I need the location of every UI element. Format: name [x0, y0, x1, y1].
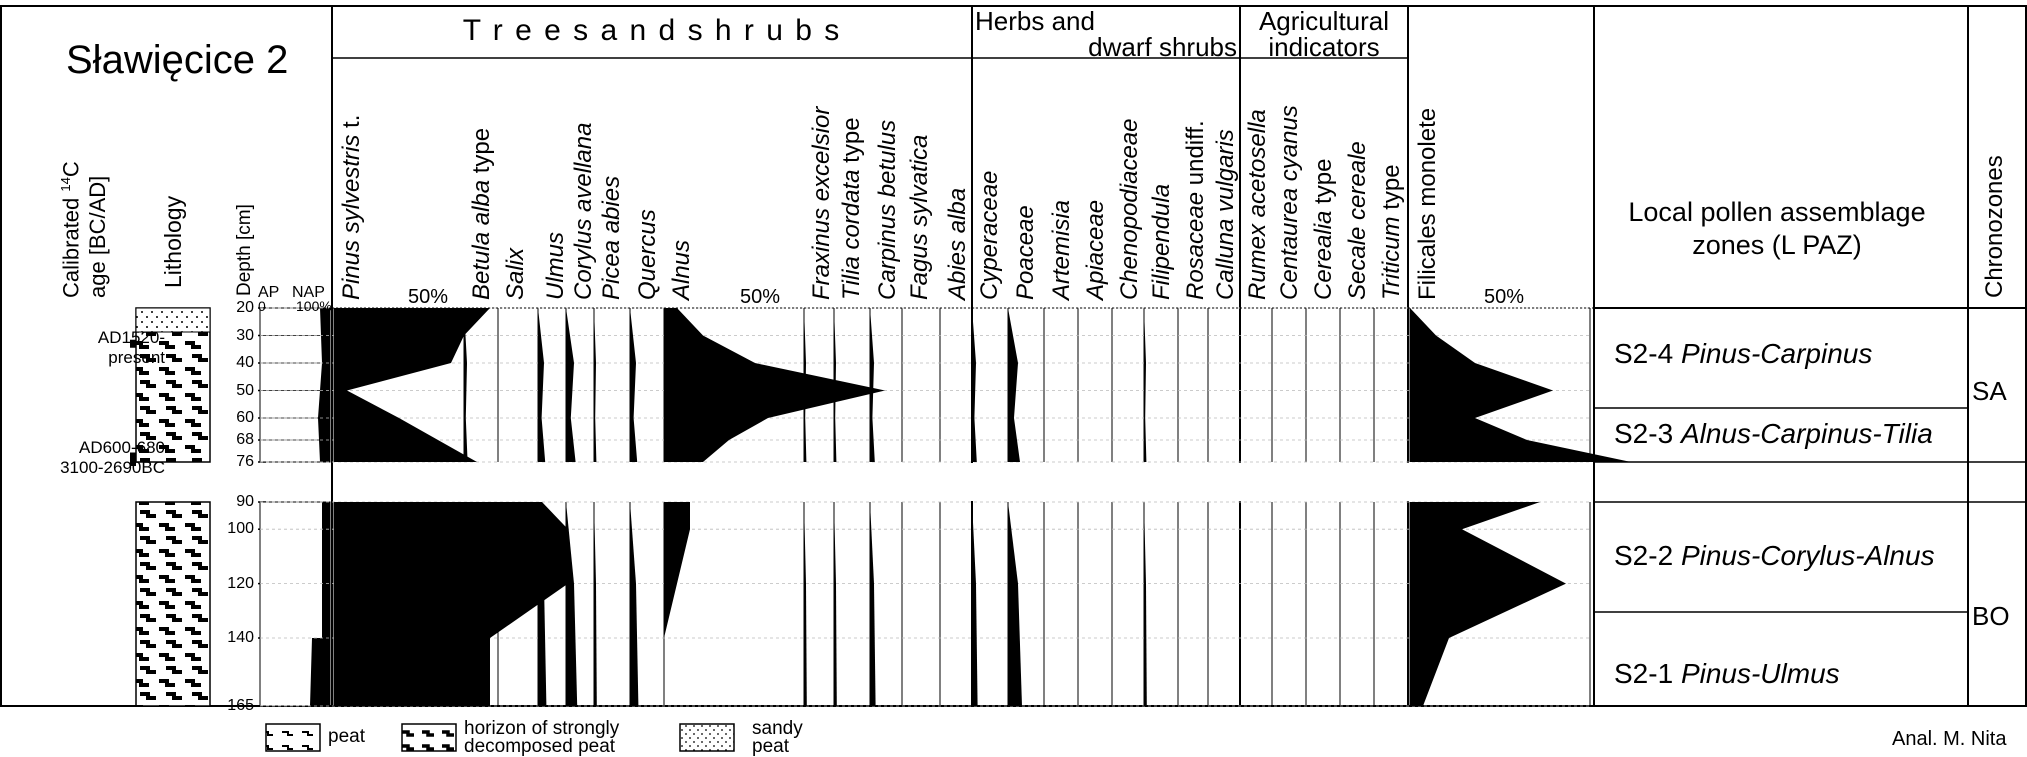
- calibrated-age-header: Calibrated 14C: [58, 161, 84, 298]
- zone-s2-4: S2-4 Pinus-Carpinus: [1614, 338, 1873, 369]
- depth-tick-120: 120: [227, 574, 254, 592]
- taxon-salix: Salix: [502, 247, 529, 300]
- taxon-centaurea: Centaurea cyanus: [1276, 105, 1303, 300]
- depth-tick-60: 60: [236, 409, 254, 426]
- ap-label: AP: [258, 284, 280, 301]
- nap-label: NAP: [292, 284, 325, 301]
- legend-horizon: horizon of strongly decomposed peat: [464, 718, 620, 757]
- taxon-artemisia: Artemisia: [1048, 199, 1075, 300]
- chronozones-header: Chronozones: [1981, 155, 2008, 298]
- taxon-apiaceae: Apiaceae: [1082, 199, 1109, 300]
- series-filicales-area: [1410, 502, 1566, 706]
- taxon-rosaceae: Rosaceae undiff.: [1182, 120, 1209, 300]
- taxon-chenopodiaceae: Chenopodiaceae: [1116, 118, 1143, 301]
- group-agricultural: Agricultural indicators: [1258, 6, 1390, 62]
- taxon-corylus: Corylus avellana: [570, 122, 597, 300]
- group-trees-shrubs: T r e e s a n d s h r u b s: [462, 14, 842, 47]
- zone-s2-2: S2-2 Pinus-Corylus-Alnus: [1614, 540, 1935, 571]
- series-alnus-area: [664, 502, 690, 706]
- date-1: AD1520- present: [97, 328, 165, 367]
- pinus-50-percent: 50%: [408, 286, 449, 308]
- legend-peat: peat: [328, 726, 365, 747]
- taxon-quercus: Quercus: [634, 209, 661, 300]
- author-credit: Anal. M. Nita: [1892, 728, 2007, 750]
- taxon-triticum: Triticum type: [1378, 164, 1405, 300]
- taxon-betula: Betula alba type: [468, 127, 495, 300]
- taxon-fagus: Fagus sylvatica: [906, 134, 933, 300]
- depth-tick-100: 100: [227, 520, 254, 538]
- ap-nap-100: 100%: [296, 298, 332, 314]
- calibrated-age-unit: age [BC/AD]: [85, 175, 110, 298]
- taxon-cerealia: Cerealia type: [1310, 158, 1337, 300]
- depth-tick-90: 90: [236, 493, 254, 510]
- ap-nap-zero: 0: [258, 298, 266, 314]
- depth-tick-40: 40: [236, 354, 254, 371]
- series-alnus-area: [664, 308, 885, 462]
- series-pinus-area: [334, 308, 490, 462]
- taxon-poaceae: Poaceae: [1012, 205, 1039, 300]
- chronozone-bo: BO: [1972, 601, 2010, 631]
- zone-s2-3: S2-3 Alnus-Carpinus-Tilia: [1614, 418, 1933, 449]
- alnus-50-percent: 50%: [740, 286, 781, 308]
- taxon-fraxinus: Fraxinus excelsior: [808, 106, 835, 300]
- zone-s2-1: S2-1 Pinus-Ulmus: [1614, 658, 1840, 689]
- taxon-abies: Abies alba: [944, 187, 971, 300]
- taxon-calluna: Calluna vulgaris: [1212, 129, 1239, 300]
- depth-tick-20: 20: [236, 299, 254, 316]
- depth-tick-140: 140: [227, 629, 254, 646]
- lpaz-header: Local pollen assemblage zones (L PAZ): [1628, 197, 1926, 260]
- depth-tick-30: 30: [236, 326, 254, 344]
- depth-tick-76: 76: [236, 453, 254, 470]
- taxon-ulmus: Ulmus: [542, 231, 569, 300]
- lithology-header: Lithology: [160, 195, 186, 288]
- taxon-filipendula: Filipendula: [1148, 183, 1175, 300]
- taxon-tilia: Tilia cordata type: [838, 117, 865, 300]
- taxon-filicales: Filicales monolete: [1414, 107, 1441, 300]
- taxon-pinus: Pinus sylvestris t.: [338, 114, 365, 300]
- series-filicales-area: [1410, 308, 1631, 462]
- date-3: 3100-2690BC: [60, 458, 165, 477]
- series-pinus-area: [334, 502, 568, 706]
- taxon-secale: Secale cereale: [1344, 141, 1371, 300]
- taxon-cyperaceae: Cyperaceae: [976, 170, 1003, 300]
- depth-tick-50: 50: [236, 381, 254, 399]
- taxon-rumex: Rumex acetosella: [1244, 109, 1271, 300]
- site-title: Sławięcice 2: [66, 38, 289, 82]
- depth-header: Depth [cm]: [234, 204, 255, 296]
- date-2: AD600-680: [78, 438, 165, 457]
- group-herbs: Herbs and dwarf shrubs: [975, 6, 1237, 62]
- legend-sandy-peat: sandy peat: [752, 718, 803, 757]
- depth-tick-68: 68: [236, 431, 254, 448]
- taxon-alnus: Alnus: [668, 239, 695, 300]
- depth-tick-165: 165: [227, 697, 254, 714]
- chronozone-sa: SA: [1972, 376, 2007, 406]
- taxon-picea: Picea abies: [598, 175, 625, 300]
- taxon-carpinus: Carpinus betulus: [874, 119, 901, 300]
- filicales-50-percent: 50%: [1484, 286, 1525, 308]
